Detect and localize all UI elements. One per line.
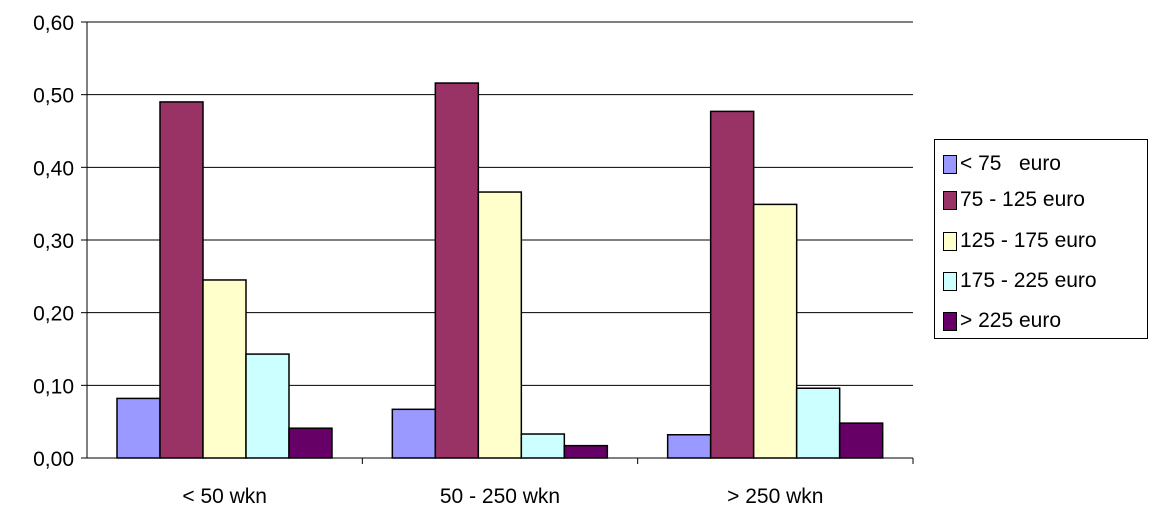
bars bbox=[116, 82, 884, 459]
bar bbox=[477, 191, 523, 459]
bar bbox=[520, 433, 566, 459]
y-tick-label: 0,50 bbox=[33, 85, 74, 108]
bar bbox=[563, 444, 609, 459]
legend-label: 175 - 225 euro bbox=[960, 269, 1097, 292]
bar bbox=[159, 101, 204, 459]
bar bbox=[795, 387, 841, 459]
y-tick-label: 0,40 bbox=[33, 157, 74, 180]
legend-item: 175 - 225 euro bbox=[943, 269, 1097, 293]
x-tick-label: 50 - 250 wkn bbox=[440, 485, 560, 508]
legend-swatch bbox=[943, 154, 957, 174]
bar bbox=[752, 203, 798, 459]
legend-swatch bbox=[943, 311, 957, 331]
bar bbox=[434, 82, 480, 459]
legend-item: 125 - 175 euro bbox=[943, 229, 1097, 253]
legend-label: > 225 euro bbox=[960, 309, 1062, 332]
legend-item: 75 - 125 euro bbox=[943, 188, 1085, 212]
x-tick-label: > 250 wkn bbox=[727, 485, 823, 508]
legend: < 75 euro 75 - 125 euro 125 - 175 euro 1… bbox=[934, 139, 1148, 339]
y-tick-label: 0,20 bbox=[33, 303, 74, 326]
bar bbox=[202, 279, 247, 459]
legend-label: < 75 euro bbox=[960, 152, 1061, 175]
x-tick-labels: < 50 wkn 50 - 250 wkn > 250 wkn bbox=[182, 485, 823, 508]
legend-item: < 75 euro bbox=[943, 152, 1061, 176]
legend-item: > 225 euro bbox=[943, 309, 1061, 333]
legend-swatch bbox=[943, 190, 957, 210]
y-tick-labels: 0,00 0,10 0,20 0,30 0,40 0,50 0,60 bbox=[33, 12, 74, 471]
bar bbox=[666, 433, 712, 459]
legend-swatch bbox=[943, 271, 957, 291]
legend-label: 125 - 175 euro bbox=[960, 229, 1097, 252]
bar bbox=[391, 408, 437, 459]
bar bbox=[245, 353, 290, 459]
x-tick-label: < 50 wkn bbox=[182, 485, 267, 508]
bar bbox=[838, 422, 884, 459]
axes bbox=[81, 21, 914, 464]
bar bbox=[288, 427, 333, 459]
y-tick-label: 0,10 bbox=[33, 375, 74, 398]
legend-swatch bbox=[943, 231, 957, 251]
y-tick-label: 0,00 bbox=[33, 448, 74, 471]
bar bbox=[709, 110, 755, 459]
bar bbox=[116, 397, 161, 459]
legend-label: 75 - 125 euro bbox=[960, 188, 1085, 211]
y-tick-label: 0,60 bbox=[33, 12, 74, 35]
y-tick-label: 0,30 bbox=[33, 230, 74, 253]
